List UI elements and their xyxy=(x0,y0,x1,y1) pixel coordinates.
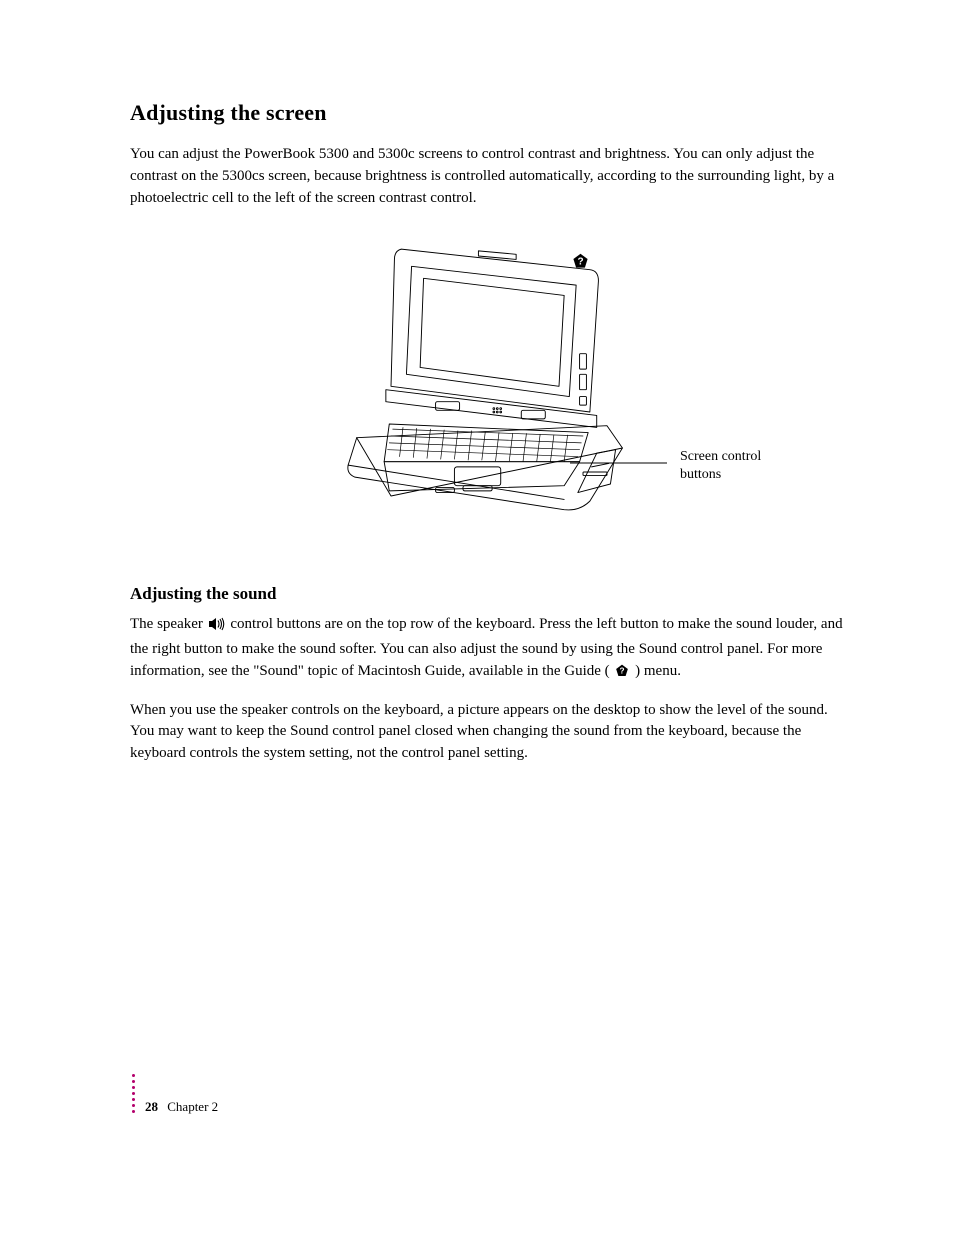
sound-paragraph: The speaker control buttons are on the t… xyxy=(130,614,844,685)
sound-para-before: The speaker xyxy=(130,616,207,632)
callout-label-screen-controls: Screen control buttons xyxy=(680,448,790,484)
help-badge-icon: ? xyxy=(615,664,629,686)
page-title: Adjusting the screen xyxy=(130,100,844,126)
sound-para-after: ) menu. xyxy=(635,663,681,679)
intro-paragraph: You can adjust the PowerBook 5300 and 53… xyxy=(130,144,844,209)
svg-text:?: ? xyxy=(577,257,583,268)
callout-line-1: Screen control xyxy=(680,449,761,464)
help-badge-icon: ? xyxy=(572,253,589,275)
subheading-sound: Adjusting the sound xyxy=(130,584,844,604)
page-number: 28 xyxy=(145,1099,158,1114)
svg-text:?: ? xyxy=(620,666,625,675)
callout-line-2: buttons xyxy=(680,467,721,482)
footer-dot-rule xyxy=(132,1074,135,1113)
sound-para-mid: control buttons are on the top row of th… xyxy=(130,616,843,679)
speaker-icon xyxy=(209,617,225,639)
footer-chapter: Chapter 2 xyxy=(167,1099,218,1114)
closing-paragraph: When you use the speaker controls on the… xyxy=(130,700,844,765)
page-footer: 28 Chapter 2 xyxy=(132,1074,218,1115)
laptop-figure xyxy=(130,223,844,558)
